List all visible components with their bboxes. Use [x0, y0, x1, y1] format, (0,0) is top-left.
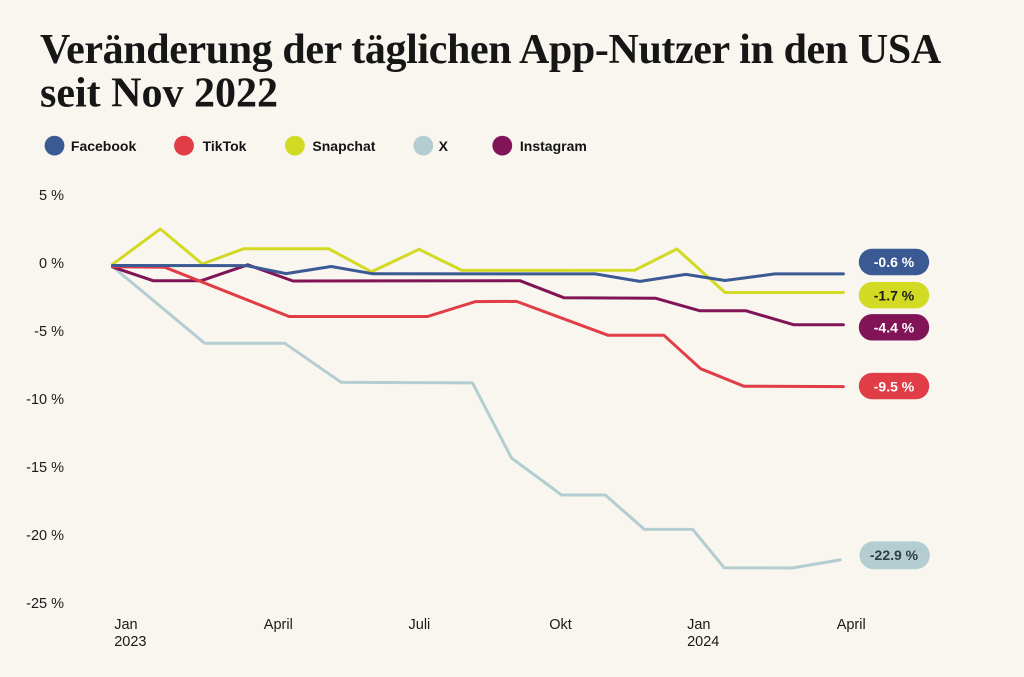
svg-text:Juli: Juli	[409, 617, 431, 633]
svg-text:-22.9 %: -22.9 %	[870, 547, 919, 563]
svg-text:Facebook: Facebook	[71, 138, 137, 154]
svg-text:-10 %: -10 %	[26, 392, 64, 408]
svg-text:-5 %: -5 %	[34, 324, 64, 340]
svg-text:Veränderung der täglichen App-: Veränderung der täglichen App-Nutzer in …	[40, 27, 942, 73]
svg-text:-1.7 %: -1.7 %	[874, 287, 915, 303]
svg-text:Jan: Jan	[687, 617, 710, 633]
svg-text:-4.4 %: -4.4 %	[874, 320, 915, 336]
svg-text:Okt: Okt	[549, 617, 572, 633]
svg-text:TikTok: TikTok	[203, 138, 247, 154]
svg-text:X: X	[439, 138, 449, 154]
svg-text:2024: 2024	[687, 634, 719, 650]
svg-text:-15 %: -15 %	[26, 460, 64, 476]
svg-text:-25 %: -25 %	[26, 596, 64, 612]
svg-text:April: April	[264, 617, 293, 633]
svg-text:2023: 2023	[114, 634, 146, 650]
svg-text:Instagram: Instagram	[520, 138, 587, 154]
svg-text:0 %: 0 %	[39, 256, 64, 272]
svg-text:seit Nov 2022: seit Nov 2022	[40, 71, 278, 117]
svg-text:Snapchat: Snapchat	[312, 138, 375, 154]
svg-text:-0.6 %: -0.6 %	[874, 254, 915, 270]
svg-text:Jan: Jan	[114, 617, 137, 633]
svg-text:-9.5 %: -9.5 %	[874, 378, 915, 394]
svg-text:5 %: 5 %	[39, 188, 64, 204]
svg-text:April: April	[837, 617, 866, 633]
svg-text:-20 %: -20 %	[26, 528, 64, 544]
